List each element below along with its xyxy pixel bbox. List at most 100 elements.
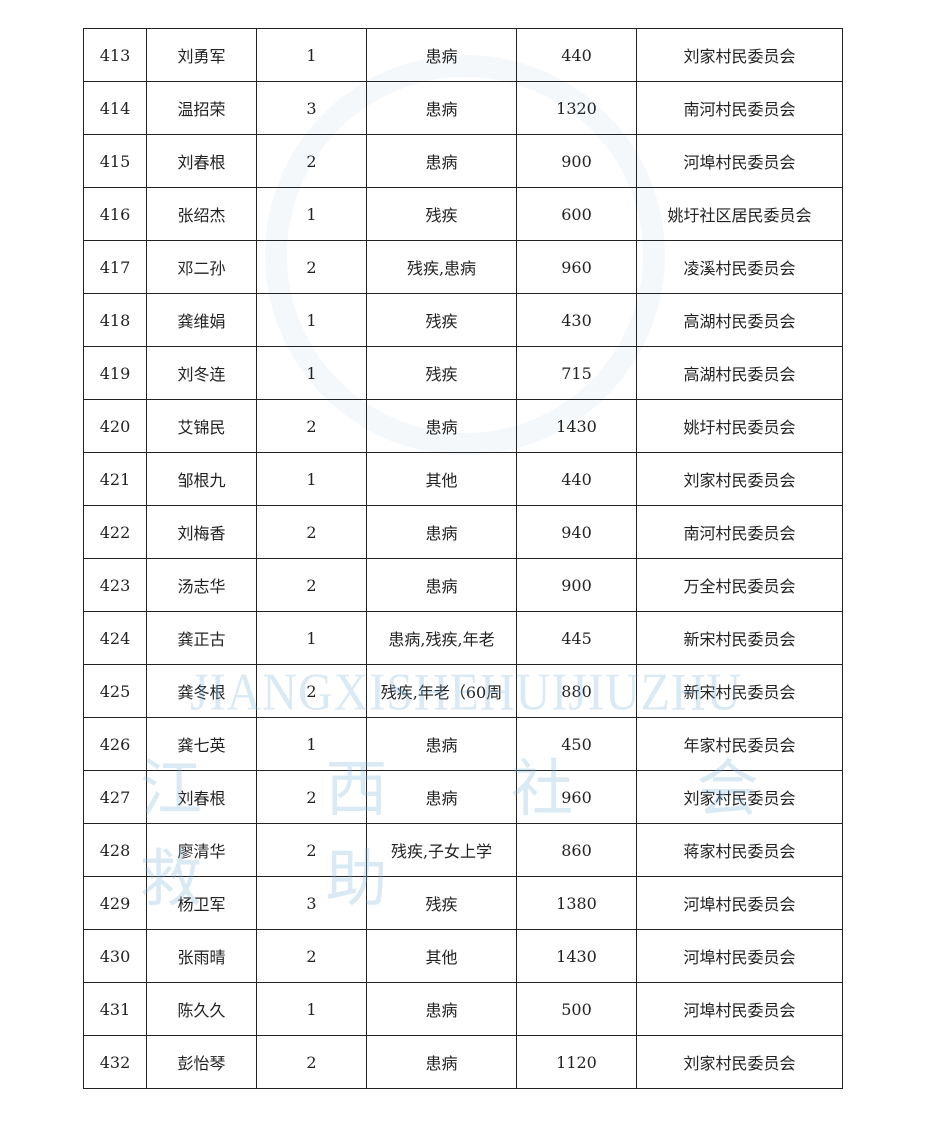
row-number-cell: 423 [83,558,147,612]
reason-cell: 其他 [366,452,517,506]
reason-cell: 残疾,患病 [366,240,517,294]
table-row: 426 龚七英 1 患病 450 年家村民委员会 [83,717,843,771]
amount-cell: 880 [516,664,637,718]
committee-cell: 刘家村民委员会 [636,770,843,824]
household-size-cell: 2 [256,823,367,877]
reason-cell: 残疾 [366,187,517,241]
amount-cell: 440 [516,28,637,82]
row-number-cell: 428 [83,823,147,877]
row-number-cell: 416 [83,187,147,241]
committee-cell: 河埠村民委员会 [636,876,843,930]
committee-cell: 凌溪村民委员会 [636,240,843,294]
table-row: 415 刘春根 2 患病 900 河埠村民委员会 [83,134,843,188]
committee-cell: 刘家村民委员会 [636,1035,843,1089]
amount-cell: 1430 [516,399,637,453]
household-size-cell: 1 [256,28,367,82]
household-size-cell: 1 [256,187,367,241]
table-row: 421 邹根九 1 其他 440 刘家村民委员会 [83,452,843,506]
committee-cell: 姚圩村民委员会 [636,399,843,453]
committee-cell: 南河村民委员会 [636,81,843,135]
name-cell: 刘春根 [146,770,257,824]
table-row: 431 陈久久 1 患病 500 河埠村民委员会 [83,982,843,1036]
row-number-cell: 430 [83,929,147,983]
amount-cell: 1380 [516,876,637,930]
row-number-cell: 429 [83,876,147,930]
reason-cell: 残疾,年老（60周 [366,664,517,718]
amount-cell: 600 [516,187,637,241]
committee-cell: 河埠村民委员会 [636,134,843,188]
name-cell: 张雨晴 [146,929,257,983]
reason-cell: 残疾 [366,293,517,347]
name-cell: 彭怡琴 [146,1035,257,1089]
reason-cell: 患病 [366,81,517,135]
name-cell: 龚维娟 [146,293,257,347]
row-number-cell: 413 [83,28,147,82]
household-size-cell: 1 [256,982,367,1036]
row-number-cell: 421 [83,452,147,506]
amount-cell: 900 [516,558,637,612]
row-number-cell: 419 [83,346,147,400]
household-size-cell: 2 [256,134,367,188]
row-number-cell: 426 [83,717,147,771]
amount-cell: 715 [516,346,637,400]
committee-cell: 河埠村民委员会 [636,929,843,983]
reason-cell: 患病 [366,1035,517,1089]
table-row: 413 刘勇军 1 患病 440 刘家村民委员会 [83,28,843,82]
name-cell: 刘勇军 [146,28,257,82]
committee-cell: 万全村民委员会 [636,558,843,612]
reason-cell: 患病 [366,717,517,771]
reason-cell: 患病 [366,505,517,559]
name-cell: 陈久久 [146,982,257,1036]
row-number-cell: 418 [83,293,147,347]
table-row: 419 刘冬连 1 残疾 715 高湖村民委员会 [83,346,843,400]
row-number-cell: 431 [83,982,147,1036]
reason-cell: 患病 [366,399,517,453]
row-number-cell: 432 [83,1035,147,1089]
household-size-cell: 3 [256,81,367,135]
household-size-cell: 1 [256,346,367,400]
amount-cell: 860 [516,823,637,877]
row-number-cell: 427 [83,770,147,824]
committee-cell: 刘家村民委员会 [636,452,843,506]
amount-cell: 1120 [516,1035,637,1089]
committee-cell: 高湖村民委员会 [636,346,843,400]
reason-cell: 患病,残疾,年老 [366,611,517,665]
household-size-cell: 2 [256,664,367,718]
name-cell: 龚正古 [146,611,257,665]
row-number-cell: 425 [83,664,147,718]
row-number-cell: 417 [83,240,147,294]
name-cell: 刘冬连 [146,346,257,400]
household-size-cell: 1 [256,452,367,506]
amount-cell: 960 [516,240,637,294]
amount-cell: 430 [516,293,637,347]
table-row: 422 刘梅香 2 患病 940 南河村民委员会 [83,505,843,559]
assistance-table: 413 刘勇军 1 患病 440 刘家村民委员会 414 温招荣 3 患病 1320 南河村民委员会 4… [83,28,843,1089]
reason-cell: 患病 [366,770,517,824]
reason-cell: 患病 [366,558,517,612]
reason-cell: 其他 [366,929,517,983]
name-cell: 邹根九 [146,452,257,506]
table-row: 420 艾锦民 2 患病 1430 姚圩村民委员会 [83,399,843,453]
amount-cell: 1320 [516,81,637,135]
committee-cell: 姚圩社区居民委员会 [636,187,843,241]
table-row: 417 邓二孙 2 残疾,患病 960 凌溪村民委员会 [83,240,843,294]
name-cell: 龚冬根 [146,664,257,718]
name-cell: 刘梅香 [146,505,257,559]
committee-cell: 刘家村民委员会 [636,28,843,82]
table-row: 414 温招荣 3 患病 1320 南河村民委员会 [83,81,843,135]
committee-cell: 高湖村民委员会 [636,293,843,347]
household-size-cell: 2 [256,399,367,453]
amount-cell: 960 [516,770,637,824]
household-size-cell: 2 [256,770,367,824]
table-row: 432 彭怡琴 2 患病 1120 刘家村民委员会 [83,1035,843,1089]
name-cell: 刘春根 [146,134,257,188]
amount-cell: 900 [516,134,637,188]
household-size-cell: 3 [256,876,367,930]
name-cell: 温招荣 [146,81,257,135]
committee-cell: 年家村民委员会 [636,717,843,771]
household-size-cell: 2 [256,1035,367,1089]
table-row: 430 张雨晴 2 其他 1430 河埠村民委员会 [83,929,843,983]
amount-cell: 1430 [516,929,637,983]
amount-cell: 450 [516,717,637,771]
row-number-cell: 420 [83,399,147,453]
